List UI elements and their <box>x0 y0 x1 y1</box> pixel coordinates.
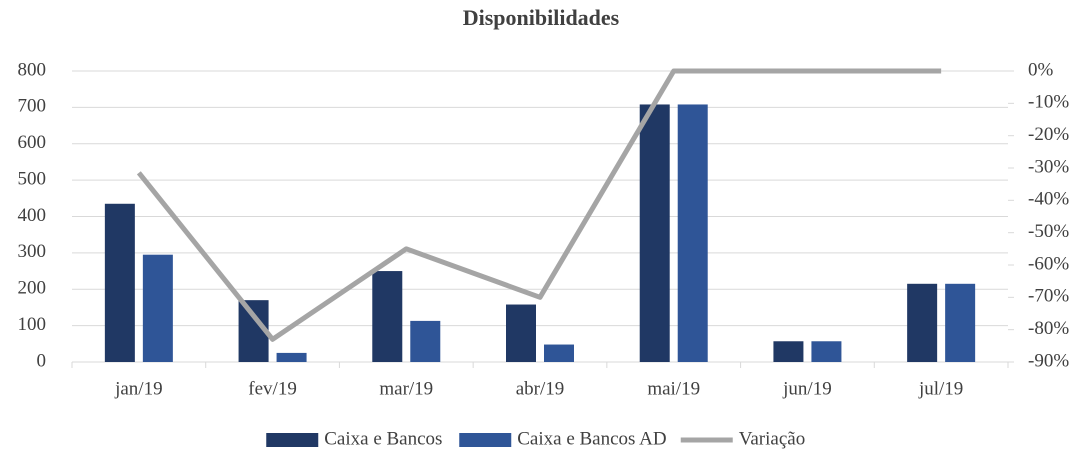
bar <box>276 352 307 362</box>
y2-tick-label: -30% <box>1028 156 1069 177</box>
bar <box>372 271 403 362</box>
x-tick-label: jun/19 <box>782 378 832 399</box>
x-tick-label: abr/19 <box>516 378 565 399</box>
bar <box>773 341 804 362</box>
bar <box>907 283 938 362</box>
y2-tick-label: -90% <box>1028 350 1069 371</box>
y2-tick-label: -80% <box>1028 318 1069 339</box>
bar <box>104 203 135 362</box>
bar <box>506 304 536 362</box>
bar <box>677 104 708 362</box>
y-tick-label: 100 <box>18 314 47 335</box>
y2-tick-label: -70% <box>1028 286 1069 307</box>
bar <box>410 320 441 362</box>
chart-title: Disponibilidades <box>463 5 620 30</box>
y-tick-label: 0 <box>37 350 47 371</box>
legend-label: Variação <box>739 428 805 449</box>
x-tick-label: fev/19 <box>248 378 297 399</box>
legend-label: Caixa e Bancos <box>324 428 442 449</box>
x-tick-label: mar/19 <box>379 378 433 399</box>
legend-swatch <box>266 433 319 447</box>
legend-label: Caixa e Bancos AD <box>517 428 666 449</box>
legend-swatch <box>459 433 512 447</box>
x-tick-label: jan/19 <box>114 378 163 399</box>
bar <box>945 283 976 362</box>
x-tick-label: mai/19 <box>647 378 700 399</box>
y-tick-label: 200 <box>18 278 47 299</box>
y-tick-label: 600 <box>18 132 47 153</box>
bar <box>544 344 574 362</box>
x-tick-label: jul/19 <box>918 378 963 399</box>
y-tick-label: 400 <box>18 205 47 226</box>
y-tick-label: 700 <box>18 96 47 117</box>
y2-tick-label: -50% <box>1028 221 1069 242</box>
y2-tick-label: -20% <box>1028 124 1069 145</box>
y2-tick-label: -60% <box>1028 253 1069 274</box>
bar <box>639 104 670 362</box>
bar <box>811 341 842 362</box>
y2-tick-label: 0% <box>1028 59 1054 80</box>
bar <box>142 254 173 362</box>
line <box>136 68 942 342</box>
y2-tick-label: -40% <box>1028 189 1069 210</box>
y-tick-label: 800 <box>18 59 47 80</box>
y-tick-label: 300 <box>18 241 47 262</box>
y-tick-label: 500 <box>18 168 47 189</box>
y2-tick-label: -10% <box>1028 92 1069 113</box>
